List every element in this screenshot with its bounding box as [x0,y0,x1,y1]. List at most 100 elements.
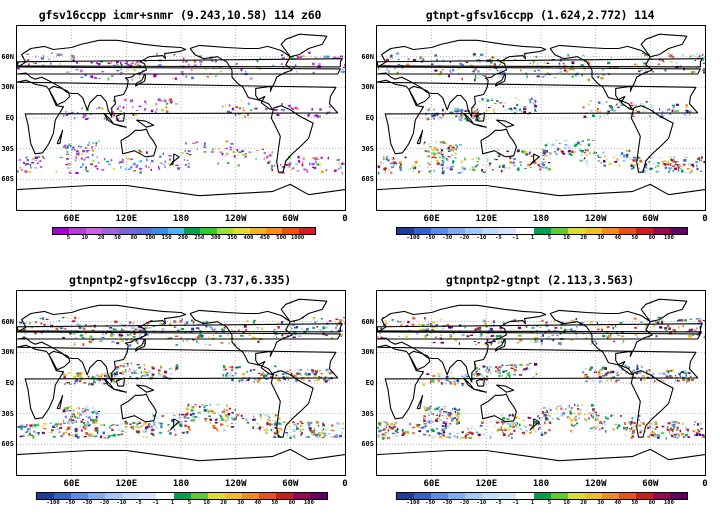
field-cell [145,103,147,104]
field-cell [297,423,299,424]
field-cell [593,154,595,155]
field-cell [36,424,39,427]
field-cell [506,151,509,153]
field-cell [185,75,187,78]
field-cell [487,367,489,370]
field-cell [536,373,538,376]
field-cell [315,57,317,58]
field-cell [444,408,446,409]
field-cell [630,163,632,164]
field-cell [308,427,310,428]
field-cell [576,318,578,320]
field-cell [639,431,641,433]
field-cell [584,152,586,153]
field-cell [280,422,283,423]
lon-tick-label: 180 [521,479,561,489]
field-cell [526,367,528,370]
colorbar-label: -10 [476,235,486,241]
field-cell [392,319,395,320]
field-cell [555,139,558,141]
field-cell [148,371,151,374]
field-cell [130,166,132,168]
field-cell [188,150,191,152]
field-cell [210,421,211,424]
field-cell [571,151,573,153]
field-cell [56,55,57,57]
field-cell [657,322,659,324]
field-cell [343,71,345,72]
field-cell [488,369,490,371]
field-cell [574,145,577,147]
field-cell [537,340,538,342]
field-cell [648,115,650,116]
field-cell [498,375,501,377]
field-cell [523,433,525,435]
field-cell [392,159,394,160]
field-cell [188,166,190,168]
field-cell [26,435,29,437]
field-cell [165,106,167,108]
colorbar [396,492,688,500]
field-cell [101,374,104,376]
field-cell [192,406,195,408]
field-cell [634,318,637,320]
field-cell [133,170,136,171]
field-cell [78,146,80,148]
field-cell [641,366,643,368]
field-cell [559,62,561,64]
field-cell [414,167,416,169]
field-cell [632,427,634,429]
field-cell [588,103,590,105]
field-cell [64,328,66,329]
field-cell [195,405,197,407]
field-cell [642,53,643,54]
field-cell [548,336,550,338]
field-cell [316,437,319,438]
field-cell [438,119,440,121]
lon-tick-label: 120W [216,214,256,224]
field-cell [66,164,68,166]
field-cell [42,156,44,157]
field-cell [451,375,453,376]
field-cell [144,368,146,370]
field-cell [497,371,499,373]
field-cell [184,159,185,161]
field-cell [623,427,626,429]
field-cell [308,52,310,54]
colorbar-label: 50 [632,235,639,241]
field-cell [402,435,405,436]
field-cell [435,336,437,338]
field-cell [697,423,699,426]
field-cell [449,145,452,147]
field-cell [378,68,379,70]
field-cell [151,429,154,430]
field-cell [147,334,149,336]
field-cell [204,142,206,144]
field-cell [637,336,639,338]
field-cell [597,329,600,331]
field-cell [223,429,226,431]
lat-tick-label: 60S [360,175,374,183]
field-cell [390,172,391,174]
field-cell [469,437,472,439]
field-cell [114,375,116,377]
field-cell [532,62,533,64]
field-cell [226,425,228,427]
field-cell [220,342,223,343]
field-cell [636,63,637,64]
field-cell [52,425,55,426]
field-cell [210,409,213,411]
field-cell [168,163,170,164]
field-cell [610,379,612,382]
colorbar-swatch [168,228,184,234]
field-cell [109,427,111,429]
field-cell [451,149,452,151]
field-cell [672,429,674,431]
field-cell [481,98,483,100]
field-cell [435,69,436,70]
colorbar [52,227,316,235]
field-cell [217,404,220,406]
field-cell [205,344,207,345]
field-cell [151,366,154,368]
field-cell [675,422,678,424]
